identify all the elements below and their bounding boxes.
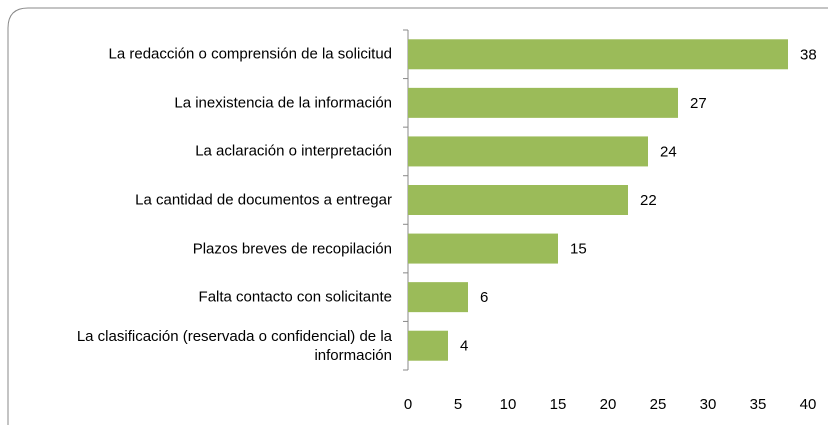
x-tick-label: 15 — [550, 396, 567, 413]
data-label: 4 — [460, 338, 468, 355]
bar — [408, 185, 628, 215]
bar — [408, 39, 788, 70]
y-tick-label: La aclaración o interpretación — [195, 142, 392, 160]
y-tick-label: La inexistencia de la información — [174, 94, 392, 112]
y-tick-label: Falta contacto con solicitante — [198, 288, 392, 306]
x-tick-label: 25 — [650, 396, 667, 413]
y-tick-label: La clasificación (reservada o confidenci… — [76, 327, 392, 364]
x-tick-label: 0 — [404, 396, 412, 413]
bar — [408, 87, 678, 118]
x-tick-label: 10 — [500, 396, 517, 413]
data-label: 22 — [640, 192, 657, 209]
bar — [408, 282, 468, 313]
x-tick-label: 40 — [800, 396, 817, 413]
bar — [408, 330, 448, 361]
y-tick-label: Plazos breves de recopilación — [192, 240, 392, 258]
x-tick-label: 20 — [600, 396, 617, 413]
y-tick-label: La redacción o comprensión de la solicit… — [108, 45, 393, 63]
y-tick-label: La cantidad de documentos a entregar — [135, 191, 392, 209]
x-tick-label: 35 — [750, 396, 767, 413]
x-tick-label: 30 — [700, 396, 717, 413]
data-label: 15 — [570, 241, 587, 258]
x-tick-label: 5 — [454, 396, 462, 413]
data-label: 6 — [480, 289, 488, 306]
bar — [408, 233, 558, 264]
bar — [408, 136, 648, 167]
data-label: 27 — [690, 95, 707, 112]
data-label: 38 — [800, 46, 817, 63]
chart-border — [7, 7, 828, 425]
data-label: 24 — [660, 143, 677, 160]
